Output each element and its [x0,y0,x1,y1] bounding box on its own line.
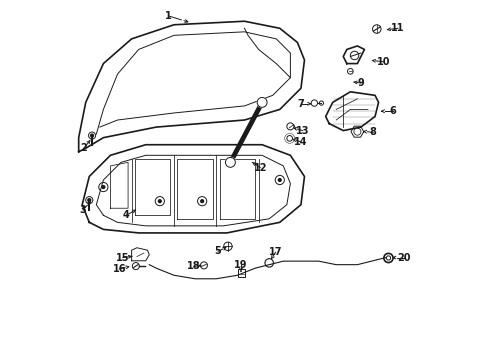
Text: 15: 15 [116,253,129,262]
Text: 11: 11 [390,23,404,33]
Text: 2: 2 [81,143,87,153]
Text: 12: 12 [253,163,266,173]
Text: 1: 1 [165,11,172,21]
Text: 19: 19 [234,260,247,270]
Text: 4: 4 [122,210,129,220]
Text: 3: 3 [80,205,86,215]
Text: 14: 14 [294,137,307,147]
Text: 13: 13 [295,126,309,136]
Text: 7: 7 [297,99,304,109]
Circle shape [90,134,93,137]
Circle shape [102,186,104,189]
Circle shape [257,98,266,107]
Circle shape [158,200,161,203]
Circle shape [278,179,281,181]
Text: 17: 17 [268,247,282,257]
Text: 10: 10 [376,57,390,67]
Circle shape [201,200,203,203]
Text: 20: 20 [396,253,410,262]
Circle shape [225,157,235,167]
Text: 8: 8 [369,127,376,138]
Text: 16: 16 [112,264,126,274]
Text: 9: 9 [357,78,364,88]
Text: 6: 6 [388,106,395,116]
Text: 5: 5 [214,246,221,256]
Text: 18: 18 [187,261,201,271]
Circle shape [88,199,90,202]
